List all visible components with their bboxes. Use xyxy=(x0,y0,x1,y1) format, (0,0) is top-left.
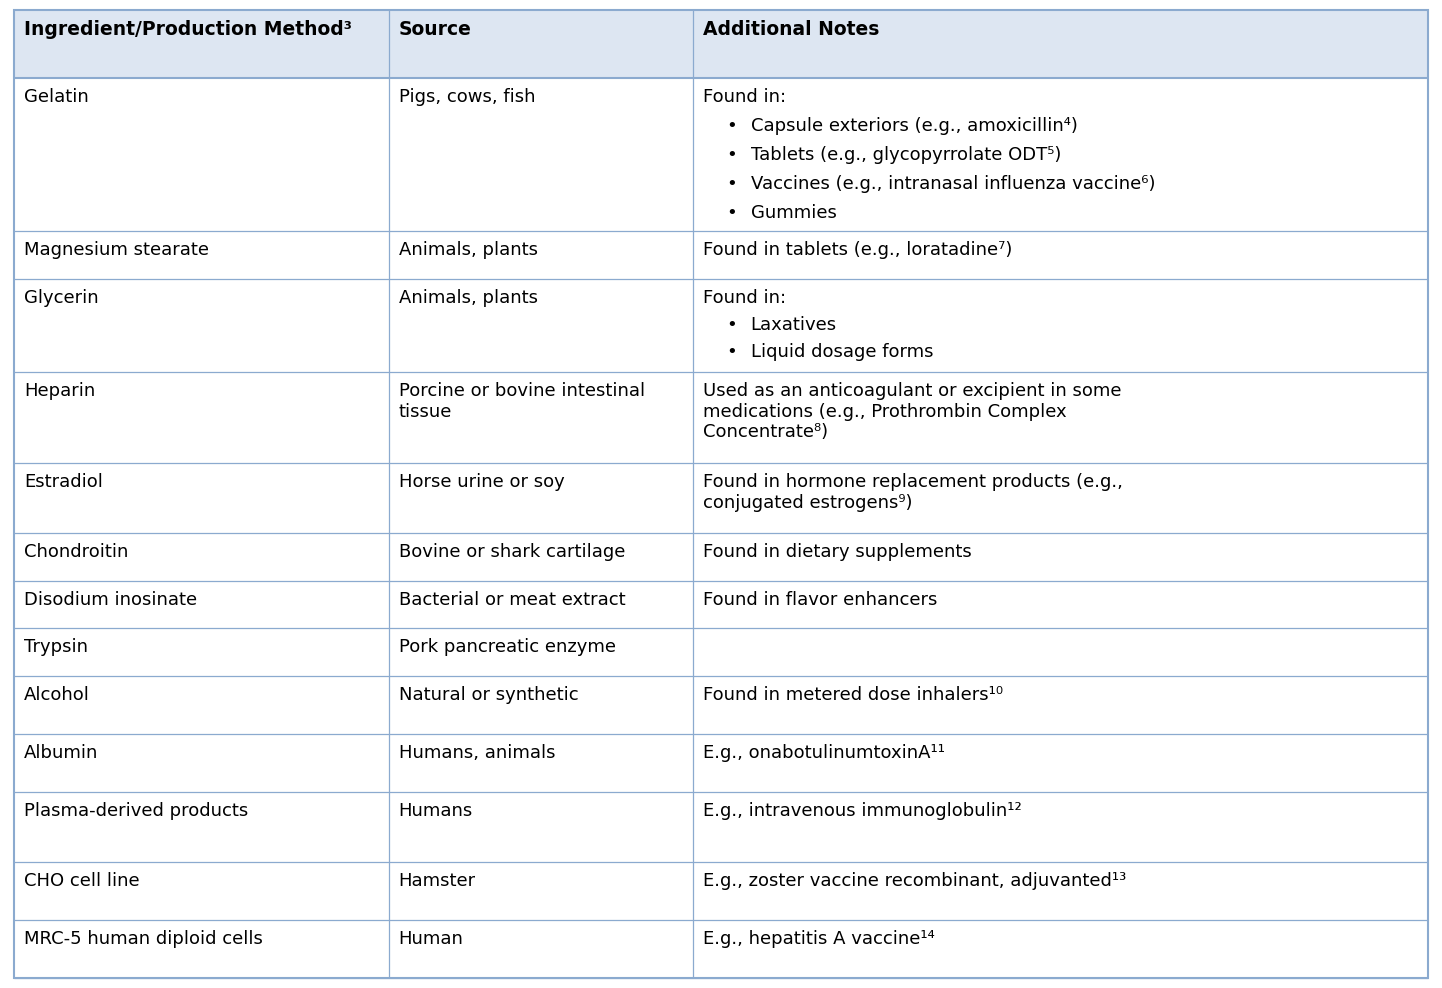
Bar xyxy=(389,78,692,231)
Text: Found in:: Found in: xyxy=(702,288,786,306)
Text: Pigs, cows, fish: Pigs, cows, fish xyxy=(398,88,535,106)
Text: Gelatin: Gelatin xyxy=(25,88,89,106)
Text: Albumin: Albumin xyxy=(25,744,98,762)
Text: •: • xyxy=(727,175,737,193)
Bar xyxy=(14,581,389,628)
Text: Pork pancreatic enzyme: Pork pancreatic enzyme xyxy=(398,638,616,656)
Bar xyxy=(692,462,1428,534)
Text: Chondroitin: Chondroitin xyxy=(25,543,128,561)
Text: Estradiol: Estradiol xyxy=(25,473,102,491)
Bar xyxy=(389,581,692,628)
Text: Alcohol: Alcohol xyxy=(25,686,89,703)
Text: Heparin: Heparin xyxy=(25,381,95,400)
Bar xyxy=(14,231,389,279)
Bar xyxy=(14,371,389,462)
Bar xyxy=(692,279,1428,371)
Bar xyxy=(389,462,692,534)
Text: Horse urine or soy: Horse urine or soy xyxy=(398,473,564,491)
Bar xyxy=(14,920,389,978)
Text: Found in tablets (e.g., loratadine⁷): Found in tablets (e.g., loratadine⁷) xyxy=(702,241,1012,259)
Bar xyxy=(389,371,692,462)
Bar xyxy=(14,863,389,920)
Text: Trypsin: Trypsin xyxy=(25,638,88,656)
Bar xyxy=(692,676,1428,734)
Text: E.g., zoster vaccine recombinant, adjuvanted¹³: E.g., zoster vaccine recombinant, adjuva… xyxy=(702,872,1126,890)
Bar xyxy=(389,231,692,279)
Text: Used as an anticoagulant or excipient in some
medications (e.g., Prothrombin Com: Used as an anticoagulant or excipient in… xyxy=(702,381,1122,442)
Text: •: • xyxy=(727,204,737,222)
Bar xyxy=(389,534,692,581)
Text: Laxatives: Laxatives xyxy=(751,316,836,334)
Text: Source: Source xyxy=(398,20,472,39)
Text: E.g., onabotulinumtoxinA¹¹: E.g., onabotulinumtoxinA¹¹ xyxy=(702,744,945,762)
Bar xyxy=(14,628,389,676)
Text: Found in:: Found in: xyxy=(702,88,786,106)
Bar xyxy=(692,920,1428,978)
Bar xyxy=(692,231,1428,279)
Text: Animals, plants: Animals, plants xyxy=(398,241,538,259)
Bar xyxy=(14,462,389,534)
Text: Found in dietary supplements: Found in dietary supplements xyxy=(702,543,972,561)
Text: Porcine or bovine intestinal
tissue: Porcine or bovine intestinal tissue xyxy=(398,381,645,421)
Text: Found in hormone replacement products (e.g.,
conjugated estrogens⁹): Found in hormone replacement products (e… xyxy=(702,473,1122,512)
Text: Found in flavor enhancers: Found in flavor enhancers xyxy=(702,591,937,609)
Bar xyxy=(389,791,692,863)
Text: Glycerin: Glycerin xyxy=(25,288,98,306)
Text: MRC-5 human diploid cells: MRC-5 human diploid cells xyxy=(25,930,262,948)
Bar xyxy=(692,734,1428,791)
Text: Animals, plants: Animals, plants xyxy=(398,288,538,306)
Bar xyxy=(692,371,1428,462)
Bar xyxy=(389,863,692,920)
Bar xyxy=(389,676,692,734)
Text: •: • xyxy=(727,316,737,334)
Bar xyxy=(692,791,1428,863)
Bar xyxy=(389,920,692,978)
Text: E.g., intravenous immunoglobulin¹²: E.g., intravenous immunoglobulin¹² xyxy=(702,802,1021,820)
Text: Liquid dosage forms: Liquid dosage forms xyxy=(751,343,933,361)
Text: Plasma-derived products: Plasma-derived products xyxy=(25,802,248,820)
Text: Additional Notes: Additional Notes xyxy=(702,20,880,39)
Bar xyxy=(692,534,1428,581)
Bar xyxy=(14,791,389,863)
Bar xyxy=(14,534,389,581)
Text: Disodium inosinate: Disodium inosinate xyxy=(25,591,198,609)
Text: •: • xyxy=(727,343,737,361)
Bar xyxy=(692,78,1428,231)
Text: •: • xyxy=(727,117,737,135)
Bar xyxy=(14,734,389,791)
Bar xyxy=(692,581,1428,628)
Text: Hamster: Hamster xyxy=(398,872,476,890)
Bar xyxy=(14,78,389,231)
Text: CHO cell line: CHO cell line xyxy=(25,872,140,890)
Bar xyxy=(692,863,1428,920)
Text: Bovine or shark cartilage: Bovine or shark cartilage xyxy=(398,543,624,561)
Bar xyxy=(692,10,1428,78)
Text: Human: Human xyxy=(398,930,463,948)
Text: Vaccines (e.g., intranasal influenza vaccine⁶): Vaccines (e.g., intranasal influenza vac… xyxy=(751,175,1155,193)
Text: Capsule exteriors (e.g., amoxicillin⁴): Capsule exteriors (e.g., amoxicillin⁴) xyxy=(751,117,1077,135)
Text: Gummies: Gummies xyxy=(751,204,836,222)
Text: Humans, animals: Humans, animals xyxy=(398,744,555,762)
Text: Magnesium stearate: Magnesium stearate xyxy=(25,241,209,259)
Text: Bacterial or meat extract: Bacterial or meat extract xyxy=(398,591,626,609)
Text: Humans: Humans xyxy=(398,802,473,820)
Text: Found in metered dose inhalers¹⁰: Found in metered dose inhalers¹⁰ xyxy=(702,686,1002,703)
Text: E.g., hepatitis A vaccine¹⁴: E.g., hepatitis A vaccine¹⁴ xyxy=(702,930,934,948)
Bar xyxy=(389,734,692,791)
Text: Tablets (e.g., glycopyrrolate ODT⁵): Tablets (e.g., glycopyrrolate ODT⁵) xyxy=(751,146,1061,164)
Bar xyxy=(14,279,389,371)
Text: Ingredient/Production Method³: Ingredient/Production Method³ xyxy=(25,20,352,39)
Bar xyxy=(389,279,692,371)
Text: Natural or synthetic: Natural or synthetic xyxy=(398,686,578,703)
Bar xyxy=(692,628,1428,676)
Bar xyxy=(14,10,389,78)
Bar xyxy=(389,628,692,676)
Bar xyxy=(389,10,692,78)
Bar xyxy=(14,676,389,734)
Text: •: • xyxy=(727,146,737,164)
